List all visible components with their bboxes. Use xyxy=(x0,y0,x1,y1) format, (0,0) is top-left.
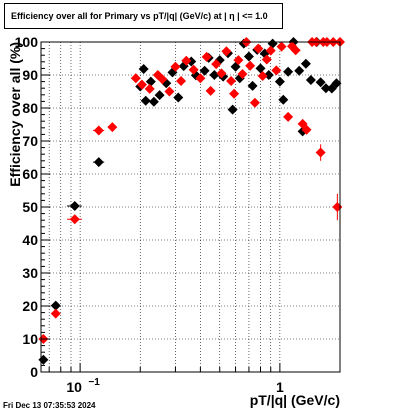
data-point-black xyxy=(294,65,305,76)
error-bars xyxy=(41,129,338,361)
data-point-black xyxy=(283,66,294,77)
data-point-red xyxy=(245,60,256,71)
data-point-red xyxy=(50,308,61,319)
data-point-black xyxy=(263,70,274,80)
data-point-red xyxy=(107,122,118,133)
axis-ticks xyxy=(41,41,341,373)
data-point-red xyxy=(164,86,175,97)
grid xyxy=(41,42,341,372)
data-point-black xyxy=(274,76,285,87)
data-point-black xyxy=(320,83,331,94)
data-point-red xyxy=(261,54,272,65)
data-point-black xyxy=(305,74,316,85)
data-point-red xyxy=(201,51,212,62)
data-point-red xyxy=(332,202,343,212)
data-point-red xyxy=(188,64,199,75)
x-tick-label: 10 xyxy=(66,379,82,395)
data-point-red xyxy=(301,124,312,135)
data-point-red xyxy=(176,75,187,86)
data-point-black xyxy=(227,104,238,115)
data-point-red xyxy=(315,147,326,158)
data-point-black xyxy=(247,80,258,91)
data-point-red xyxy=(69,214,80,225)
data-point-black xyxy=(140,95,151,106)
data-point-red xyxy=(170,61,181,72)
data-point-red xyxy=(271,65,282,76)
data-point-black xyxy=(331,78,342,89)
data-point-red xyxy=(249,97,260,108)
data-point-black xyxy=(69,201,80,212)
data-point-red xyxy=(276,41,287,52)
data-point-black xyxy=(50,300,61,311)
data-point-black xyxy=(138,64,149,75)
chart-title-text: Efficiency over all for Primary vs pT/|q… xyxy=(11,11,268,21)
data-point-black xyxy=(93,157,104,168)
y-tick-label: 60 xyxy=(22,166,38,182)
x-axis-label: pT/|q| (GeV/c) xyxy=(250,392,340,408)
y-axis-label: Efficiency over all (%) xyxy=(7,42,23,187)
data-point-black xyxy=(199,65,210,76)
y-tick-label: 0 xyxy=(30,364,38,380)
chart-title: Efficiency over all for Primary vs pT/|q… xyxy=(4,3,283,29)
data-point-red xyxy=(229,88,240,99)
y-tick-label: 20 xyxy=(22,298,38,314)
data-point-red xyxy=(253,43,264,54)
data-point-red xyxy=(181,55,192,66)
data-point-black xyxy=(148,96,159,107)
data-point-red xyxy=(290,45,301,56)
data-point-red xyxy=(93,125,104,136)
data-point-red xyxy=(136,79,147,90)
y-tick-label: 50 xyxy=(22,199,38,215)
data-point-red xyxy=(283,111,294,122)
data-point-black xyxy=(267,38,278,49)
data-point-red xyxy=(130,73,141,84)
data-point-black xyxy=(173,92,184,103)
data-point-red xyxy=(233,55,244,66)
data-point-red xyxy=(226,75,237,86)
y-tick-label: 30 xyxy=(22,265,38,281)
data-point-red xyxy=(216,68,227,79)
plot-frame xyxy=(40,41,341,373)
x-tick-label: 1 xyxy=(276,379,284,395)
tick-labels: 0 10 20 30 40 50 60 70 80 90 100 10 −1 1 xyxy=(15,34,284,395)
data-point-red xyxy=(211,59,222,70)
data-point-red xyxy=(221,46,232,57)
y-tick-label: 100 xyxy=(15,34,39,50)
x-tick-label-exponent: −1 xyxy=(88,377,100,388)
data-markers xyxy=(38,37,345,365)
data-point-red xyxy=(265,45,276,56)
data-point-black xyxy=(255,63,266,74)
data-point-black xyxy=(38,354,49,365)
y-tick-label: 70 xyxy=(22,133,38,149)
data-point-red xyxy=(237,69,248,80)
data-point-red xyxy=(257,70,268,81)
data-point-red xyxy=(195,73,206,84)
y-tick-label: 40 xyxy=(22,232,38,248)
timestamp-footer: Fri Dec 13 07:35:53 2024 xyxy=(3,401,96,410)
data-point-black xyxy=(145,76,156,87)
data-point-black xyxy=(209,70,220,80)
data-point-black xyxy=(243,51,254,62)
data-point-red xyxy=(144,83,155,94)
y-tick-label: 10 xyxy=(22,331,38,347)
data-point-black xyxy=(315,77,326,88)
data-point-black xyxy=(297,126,308,137)
y-tick-label: 80 xyxy=(22,100,38,116)
y-tick-label: 90 xyxy=(22,67,38,83)
data-point-black xyxy=(300,58,311,69)
data-point-red xyxy=(205,85,216,96)
data-point-black xyxy=(154,90,165,101)
data-point-black xyxy=(278,94,289,105)
data-point-red xyxy=(157,74,168,85)
